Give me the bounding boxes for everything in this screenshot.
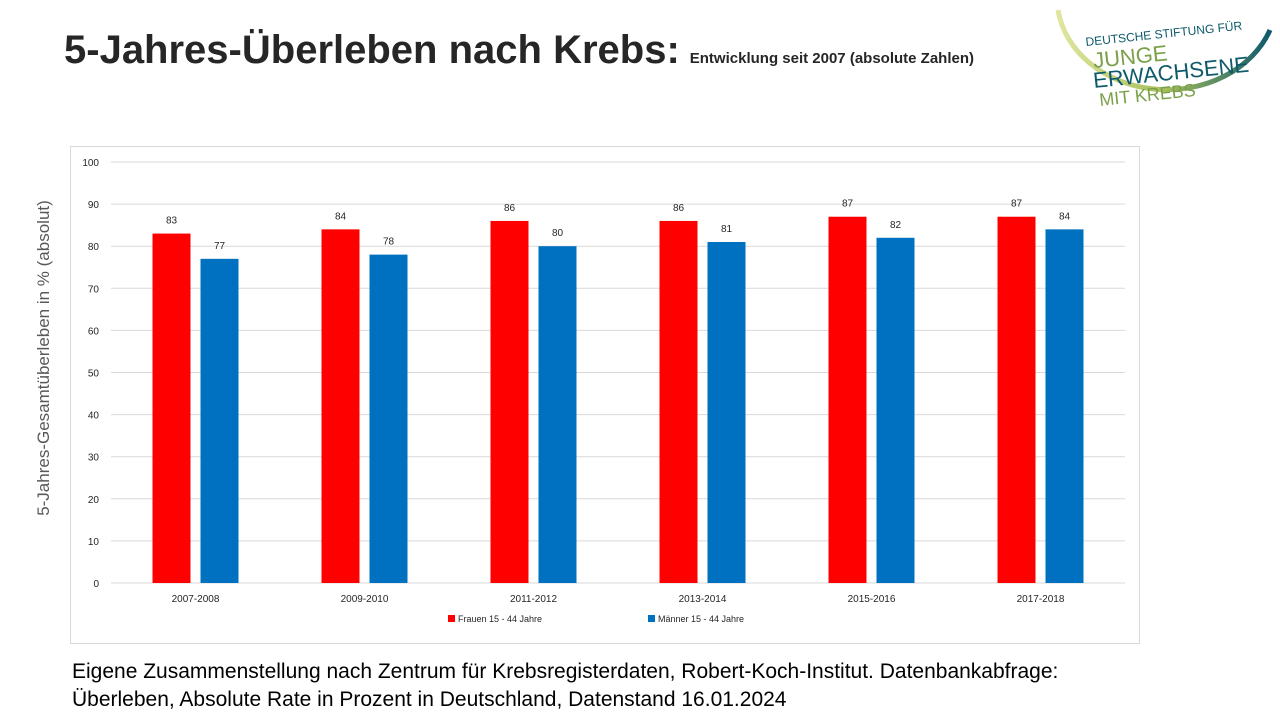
source-footnote: Eigene Zusammenstellung nach Zentrum für… (72, 658, 1252, 714)
y-tick-label: 80 (88, 242, 100, 253)
bar (369, 254, 408, 583)
data-label: 84 (335, 211, 347, 222)
y-tick-label: 50 (88, 369, 100, 380)
y-tick-label: 60 (88, 326, 100, 337)
y-tick-label: 30 (88, 453, 100, 464)
bar (997, 216, 1036, 583)
y-tick-label: 0 (93, 579, 99, 590)
data-label: 81 (721, 224, 733, 235)
data-label: 84 (1059, 211, 1071, 222)
bar (321, 229, 360, 584)
x-tick-label: 2011-2012 (510, 594, 558, 605)
title-row: 5-Jahres-Überleben nach Krebs: Entwicklu… (64, 28, 974, 73)
y-tick-label: 10 (88, 537, 100, 548)
bar (707, 241, 746, 583)
bar (1045, 229, 1084, 584)
page-title: 5-Jahres-Überleben nach Krebs: (64, 28, 680, 72)
bar (538, 246, 577, 583)
legend-swatch (448, 615, 455, 622)
footnote-line-1: Eigene Zusammenstellung nach Zentrum für… (72, 660, 1059, 683)
data-label: 83 (166, 216, 178, 227)
y-tick-label: 40 (88, 411, 100, 422)
bar-chart: 0 10 20 30 40 50 60 70 80 90 100 83 77 2007-2008 84 78 2… (82, 158, 1125, 624)
x-tick-label: 2009-2010 (341, 594, 389, 605)
bar (490, 220, 529, 583)
y-axis-label: 5-Jahres-Gesamtüberleben in % (absolut) (34, 200, 53, 516)
y-tick-label: 20 (88, 495, 100, 506)
data-label: 77 (214, 241, 226, 252)
bar (659, 220, 698, 583)
y-tick-label: 90 (88, 200, 100, 211)
bar (152, 233, 191, 583)
data-label: 82 (890, 220, 902, 231)
data-label: 78 (383, 237, 395, 248)
y-tick-label: 100 (82, 158, 99, 169)
page-subtitle: Entwicklung seit 2007 (absolute Zahlen) (689, 50, 974, 67)
data-label: 86 (673, 203, 685, 214)
bar (876, 237, 915, 583)
foundation-logo: DEUTSCHE STIFTUNG FÜR JUNGE ERWACHSENE M… (1055, 9, 1273, 110)
x-tick-label: 2015-2016 (848, 594, 896, 605)
y-tick-label: 70 (88, 284, 100, 295)
x-tick-label: 2007-2008 (172, 594, 220, 605)
x-tick-label: 2013-2014 (679, 594, 727, 605)
chart-area: 0 10 20 30 40 50 60 70 80 90 100 83 77 2007-2008 84 78 2… (70, 146, 1140, 644)
legend-label: Männer 15 - 44 Jahre (658, 614, 744, 624)
data-label: 87 (1011, 199, 1023, 210)
data-label: 86 (504, 203, 516, 214)
bar (200, 258, 239, 583)
legend-label: Frauen 15 - 44 Jahre (458, 614, 542, 624)
x-tick-label: 2017-2018 (1017, 594, 1065, 605)
legend-swatch (648, 615, 655, 622)
data-label: 87 (842, 199, 854, 210)
data-label: 80 (552, 228, 564, 239)
footnote-line-2: Überleben, Absolute Rate in Prozent in D… (72, 688, 787, 711)
bar (828, 216, 867, 583)
